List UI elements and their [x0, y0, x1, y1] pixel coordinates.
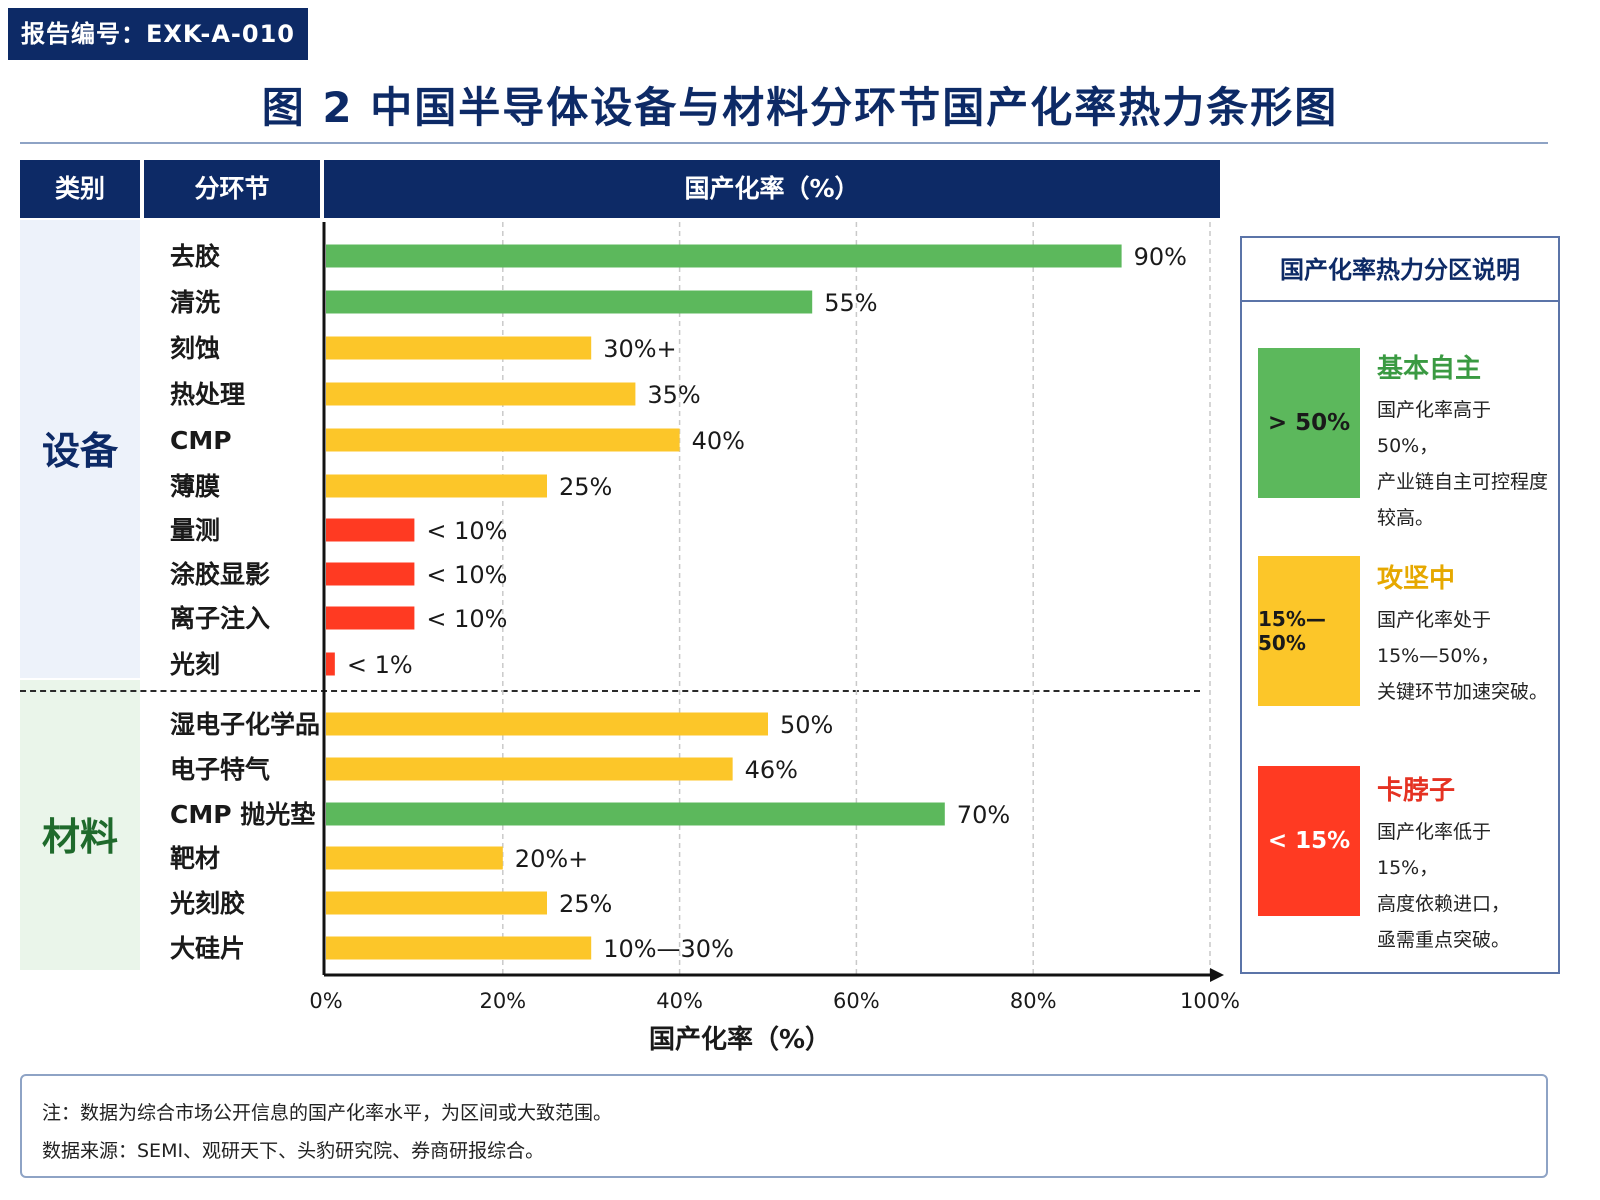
bar-value-label: 25%: [559, 473, 612, 501]
x-tick-label: 20%: [479, 989, 526, 1013]
row-label: 湿电子化学品: [170, 710, 320, 739]
bar: [326, 244, 1122, 268]
row-label: 薄膜: [170, 472, 220, 501]
bar: [326, 474, 547, 498]
x-tick-label: 80%: [1010, 989, 1057, 1013]
bar: [326, 891, 547, 915]
row-label: 刻蚀: [170, 334, 220, 363]
x-tick-label: 60%: [833, 989, 880, 1013]
bar: [326, 382, 636, 406]
note-text: 注：数据为综合市场公开信息的国产化率水平，为区间或大致范围。: [42, 1102, 613, 1124]
bar: [326, 428, 680, 452]
legend-desc-line: 15%—50%，: [1377, 645, 1500, 667]
row-label: 电子特气: [170, 755, 270, 784]
figure-title: 图 2 中国半导体设备与材料分环节国产化率热力条形图: [261, 83, 1339, 132]
bar-value-label: 20%+: [515, 845, 588, 873]
x-tick-label: 100%: [1180, 989, 1240, 1013]
bar-value-label: < 1%: [347, 651, 413, 679]
row-label: 光刻胶: [169, 889, 245, 918]
legend-swatch-green: > 50%: [1258, 348, 1360, 498]
legend-swatch-yellow: 15%—50%: [1258, 556, 1360, 706]
legend-desc-line: 较高。: [1377, 507, 1435, 529]
category-materials: 材料: [41, 815, 118, 859]
x-tick-label: 40%: [656, 989, 703, 1013]
legend-swatch-red: < 15%: [1258, 766, 1360, 916]
row-label: 热处理: [170, 380, 245, 409]
legend-zone-name-yellow: 攻坚中: [1377, 564, 1456, 594]
row-label: 涂胶显影: [170, 560, 270, 589]
header-rate: 国产化率（%）: [324, 160, 1220, 218]
x-axis-arrow: [1210, 968, 1224, 982]
row-label: 大硅片: [170, 934, 245, 963]
group-divider: [20, 690, 1200, 692]
bar: [326, 757, 733, 781]
header-category: 类别: [20, 160, 140, 218]
legend-desc-line: 国产化率低于 15%，: [1377, 821, 1492, 879]
bar-value-label: 50%: [780, 711, 833, 739]
bar-value-label: 35%: [647, 381, 700, 409]
legend-desc-line: 国产化率高于 50%，: [1377, 399, 1492, 457]
bar-value-label: 46%: [745, 756, 798, 784]
legend-title: 国产化率热力分区说明: [1242, 238, 1558, 302]
bar-value-label: 55%: [824, 289, 877, 317]
bar-value-label: < 10%: [426, 561, 507, 589]
bar-value-label: 40%: [692, 427, 745, 455]
bar-value-label: < 10%: [426, 605, 507, 633]
bar: [326, 606, 415, 630]
bar-value-label: < 10%: [426, 517, 507, 545]
row-label: 去胶: [170, 242, 220, 271]
materials-band: [20, 680, 140, 970]
bar: [326, 290, 813, 314]
bar: [326, 846, 503, 870]
bar-value-label: 70%: [957, 801, 1010, 829]
header-segment: 分环节: [144, 160, 320, 218]
legend-zone-desc-green: 国产化率高于 50%， 产业链自主可控程度 较高。: [1377, 392, 1557, 536]
legend-desc-line: 亟需重点突破。: [1377, 929, 1511, 951]
bar: [326, 562, 415, 586]
legend-desc-line: 国产化率处于: [1377, 609, 1492, 631]
bar-value-label: 30%+: [603, 335, 676, 363]
row-label: 量测: [170, 516, 220, 545]
bar-value-label: 25%: [559, 890, 612, 918]
bar: [326, 936, 592, 960]
legend-desc-line: 关键环节加速突破。: [1377, 681, 1549, 703]
bar: [326, 652, 335, 676]
x-axis-label: 国产化率（%）: [649, 1024, 831, 1055]
category-equipment: 设备: [41, 429, 118, 473]
title-rule: [20, 142, 1548, 144]
legend-desc-line: 产业链自主可控程度: [1377, 471, 1549, 493]
row-label: 靶材: [170, 844, 220, 873]
row-label: CMP 抛光垫: [170, 800, 315, 829]
row-label: 离子注入: [170, 604, 270, 633]
source-text: 数据来源：SEMI、观研天下、头豹研究院、券商研报综合。: [42, 1140, 545, 1162]
bar-value-label: 90%: [1134, 243, 1187, 271]
row-label: CMP: [170, 426, 232, 455]
row-label: 光刻: [169, 650, 220, 679]
bar: [326, 712, 768, 736]
legend-desc-line: 高度依赖进口，: [1377, 893, 1511, 915]
legend-zone-name-red: 卡脖子: [1377, 776, 1456, 806]
legend-zone-desc-red: 国产化率低于 15%， 高度依赖进口， 亟需重点突破。: [1377, 814, 1557, 958]
bar-value-label: 10%—30%: [603, 935, 734, 963]
bar: [326, 336, 592, 360]
equipment-band: [20, 220, 140, 678]
report-id: 报告编号：EXK-A-010: [8, 8, 308, 60]
notes-box: 注：数据为综合市场公开信息的国产化率水平，为区间或大致范围。 数据来源：SEMI…: [20, 1074, 1548, 1178]
legend-zone-desc-yellow: 国产化率处于 15%—50%， 关键环节加速突破。: [1377, 602, 1557, 710]
legend-panel: 国产化率热力分区说明 > 50% 基本自主 国产化率高于 50%， 产业链自主可…: [1240, 236, 1560, 974]
legend-zone-name-green: 基本自主: [1377, 354, 1482, 384]
bar: [326, 518, 415, 542]
row-label: 清洗: [170, 288, 220, 317]
x-tick-label: 0%: [309, 989, 342, 1013]
bar: [326, 802, 945, 826]
